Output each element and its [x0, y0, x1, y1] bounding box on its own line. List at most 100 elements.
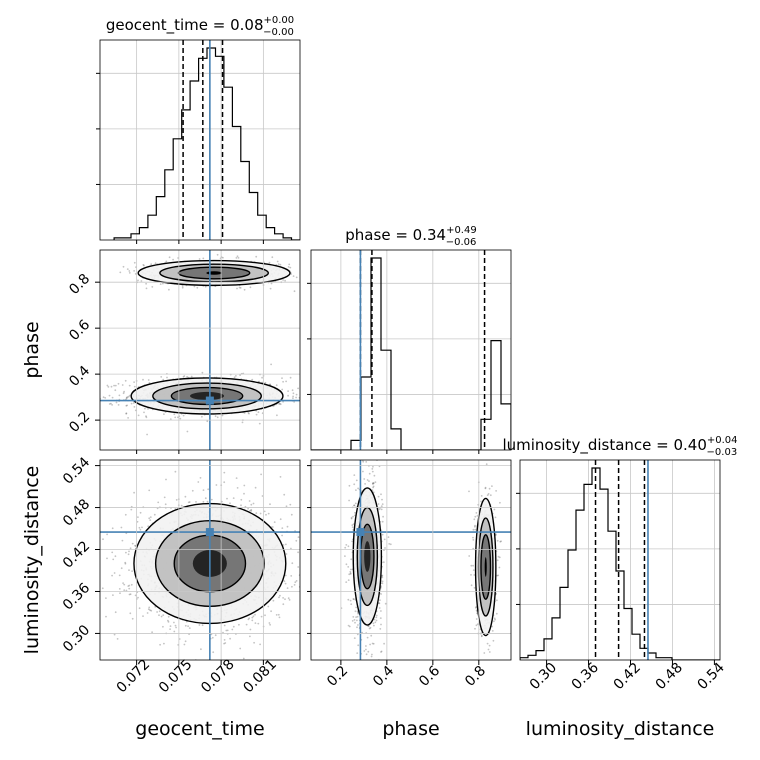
scatter-point	[355, 479, 358, 482]
scatter-point	[293, 401, 295, 403]
scatter-point	[187, 625, 190, 628]
scatter-point	[206, 420, 209, 423]
scatter-point	[344, 546, 347, 549]
scatter-point	[302, 270, 304, 272]
scatter-point	[223, 624, 226, 627]
scatter-point	[354, 511, 356, 514]
scatter-point	[131, 617, 134, 620]
scatter-point	[271, 526, 274, 528]
scatter-point	[132, 402, 135, 404]
scatter-point	[182, 414, 185, 417]
scatter-point	[163, 496, 166, 499]
scatter-point	[204, 285, 207, 288]
scatter-point	[167, 621, 170, 623]
scatter-point	[250, 510, 253, 512]
scatter-point	[264, 381, 267, 384]
scatter-point	[180, 504, 183, 507]
scatter-point	[295, 580, 298, 582]
scatter-point	[119, 271, 122, 274]
scatter-point	[388, 543, 391, 545]
scatter-point	[293, 584, 296, 586]
scatter-point	[366, 479, 369, 481]
scatter-point	[261, 376, 263, 379]
scatter-point	[159, 283, 162, 285]
scatter-point	[108, 394, 111, 397]
scatter-point	[186, 375, 189, 378]
scatter-point	[349, 599, 352, 602]
scatter-point	[223, 642, 226, 645]
scatter-point	[201, 415, 203, 418]
scatter-point	[373, 624, 375, 627]
scatter-point	[494, 516, 497, 519]
scatter-point	[375, 619, 378, 622]
scatter-point	[224, 642, 227, 644]
scatter-point	[160, 615, 163, 618]
scatter-point	[287, 266, 290, 268]
scatter-point	[377, 495, 380, 498]
scatter-point	[353, 474, 356, 476]
scatter-point	[191, 489, 194, 492]
scatter-point	[347, 624, 350, 627]
scatter-point	[165, 260, 168, 263]
truth-marker	[205, 528, 214, 537]
scatter-point	[123, 390, 125, 393]
scatter-point	[347, 545, 350, 548]
scatter-point	[259, 643, 261, 646]
scatter-point	[278, 402, 281, 405]
scatter-point	[303, 527, 305, 529]
scatter-point	[162, 614, 165, 616]
scatter-point	[362, 470, 364, 473]
scatter-point	[323, 383, 325, 385]
scatter-point	[153, 513, 156, 516]
scatter-point	[276, 414, 278, 417]
scatter-point	[267, 605, 270, 608]
scatter-point	[302, 280, 304, 282]
scatter-point	[239, 647, 242, 650]
scatter-point	[302, 547, 304, 549]
scatter-point	[114, 555, 117, 558]
scatter-point	[119, 592, 121, 595]
scatter-point	[472, 539, 475, 541]
joint-geocent_time-luminosity_distance	[100, 460, 305, 660]
scatter-point	[372, 482, 374, 484]
scatter-point	[270, 282, 273, 285]
scatter-point	[163, 642, 165, 645]
scatter-point	[111, 396, 114, 399]
scatter-point	[284, 574, 287, 577]
scatter-point	[382, 561, 385, 564]
scatter-point	[284, 598, 286, 601]
scatter-point	[136, 520, 139, 523]
scatter-point	[292, 392, 295, 395]
scatter-point	[470, 584, 473, 587]
scatter-point	[379, 617, 382, 619]
scatter-point	[290, 273, 293, 275]
density-fill	[190, 391, 225, 401]
scatter-point	[348, 625, 351, 628]
scatter-point	[216, 253, 219, 256]
scatter-point	[265, 513, 267, 516]
scatter-point	[282, 279, 284, 281]
scatter-point	[268, 261, 271, 264]
scatter-point	[366, 636, 369, 639]
scatter-point	[168, 288, 170, 291]
scatter-point	[363, 478, 366, 480]
scatter-point	[122, 392, 125, 395]
scatter-point	[378, 607, 381, 609]
scatter-point	[106, 384, 109, 387]
scatter-point	[221, 414, 224, 417]
scatter-point	[381, 520, 384, 523]
scatter-point	[364, 483, 366, 485]
scatter-point	[134, 594, 137, 597]
scatter-point	[167, 619, 169, 622]
scatter-point	[372, 483, 374, 485]
scatter-point	[193, 285, 196, 288]
scatter-point	[279, 518, 282, 521]
scatter-point	[294, 581, 297, 584]
scatter-point	[113, 384, 115, 387]
scatter-point	[151, 286, 154, 288]
scatter-point	[139, 528, 142, 531]
scatter-point	[349, 573, 352, 575]
scatter-point	[128, 270, 131, 272]
scatter-point	[114, 389, 117, 392]
scatter-point	[201, 371, 204, 374]
